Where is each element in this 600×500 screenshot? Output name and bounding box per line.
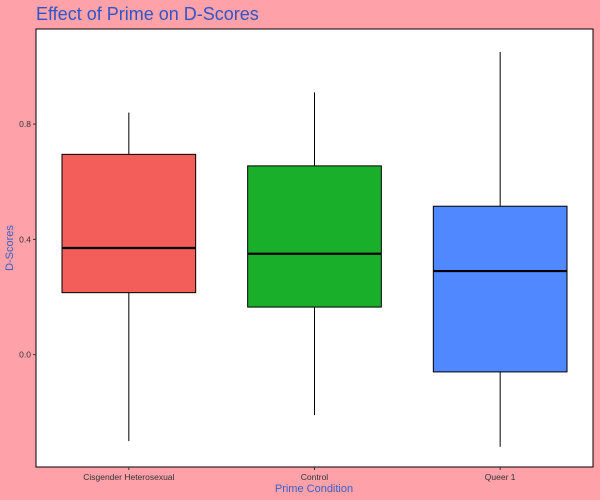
- y-axis-title: D-Scores: [4, 225, 16, 271]
- y-tick-label: 0.4: [19, 234, 31, 244]
- chart-title: Effect of Prime on D-Scores: [36, 4, 259, 24]
- y-tick-label: 0.8: [19, 119, 31, 129]
- x-tick-label: Cisgender Heterosexual: [83, 472, 174, 482]
- y-axis: 0.0 0.4 0.8: [19, 119, 36, 360]
- y-tick-label: 0.0: [19, 350, 31, 360]
- box-2: [432, 52, 568, 447]
- boxes-layer: [61, 52, 568, 447]
- x-tick-label: Queer 1: [485, 472, 516, 482]
- iqr-box: [247, 165, 382, 308]
- box-1: [247, 92, 382, 416]
- x-axis: Cisgender Heterosexual Control Queer 1: [83, 467, 516, 482]
- x-tick-label: Control: [301, 472, 329, 482]
- x-axis-title: Prime Condition: [275, 483, 353, 495]
- iqr-box: [432, 205, 568, 373]
- iqr-box: [61, 153, 197, 294]
- box-0: [61, 112, 197, 442]
